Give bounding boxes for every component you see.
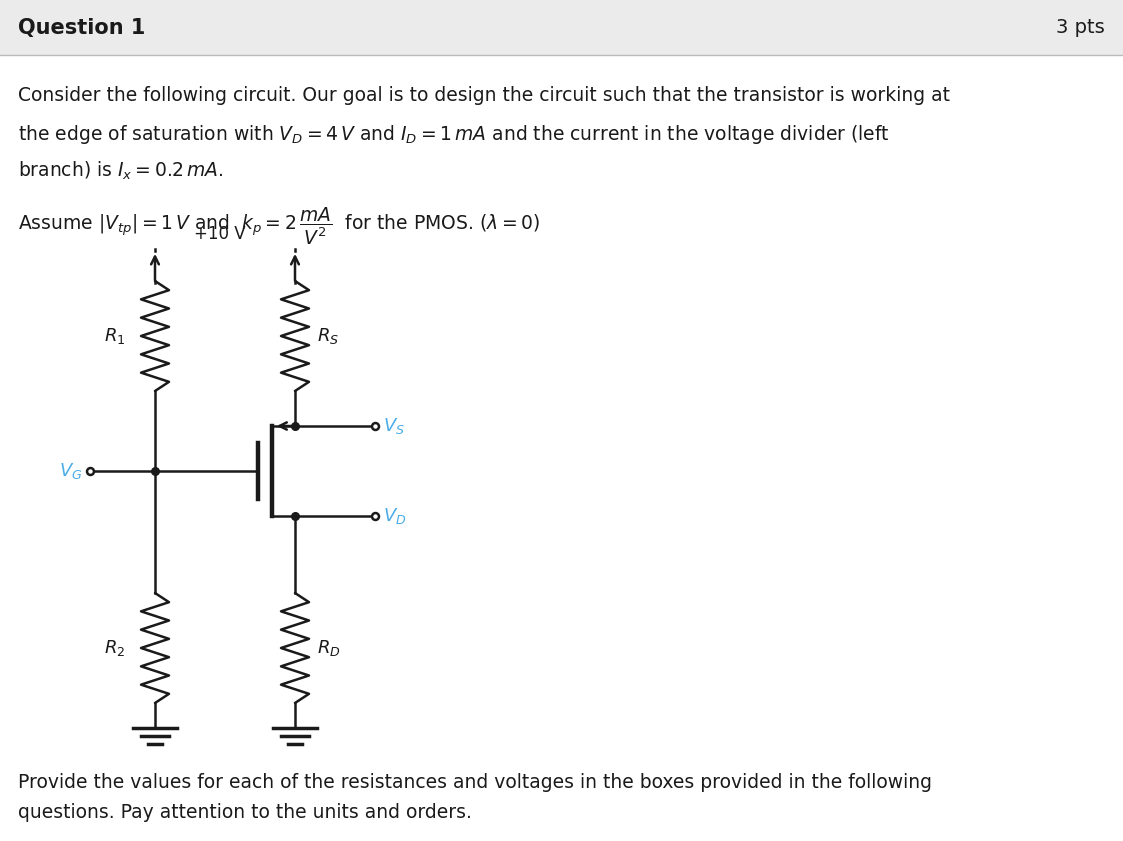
Text: Consider the following circuit. Our goal is to design the circuit such that the : Consider the following circuit. Our goal… — [18, 86, 950, 105]
Text: Question 1: Question 1 — [18, 18, 145, 38]
Text: branch) is $I_x = 0.2\,mA.$: branch) is $I_x = 0.2\,mA.$ — [18, 160, 223, 182]
Text: $R_S$: $R_S$ — [317, 326, 339, 346]
Text: $R_D$: $R_D$ — [317, 638, 340, 658]
Bar — [0, 0, 1123, 55]
Text: 3 pts: 3 pts — [1057, 18, 1105, 37]
Text: +10 V: +10 V — [194, 225, 246, 243]
Text: $V_S$: $V_S$ — [383, 416, 405, 436]
Text: questions. Pay attention to the units and orders.: questions. Pay attention to the units an… — [18, 803, 472, 822]
Text: Provide the values for each of the resistances and voltages in the boxes provide: Provide the values for each of the resis… — [18, 773, 932, 792]
Text: $R_2$: $R_2$ — [103, 638, 125, 658]
Text: $R_1$: $R_1$ — [103, 326, 125, 346]
Text: $V_G$: $V_G$ — [58, 461, 82, 481]
Text: Assume $|V_{tp}| = 1\,V$ and  $k_p = 2\,\dfrac{mA}{V^2}$  for the PMOS. ($\lambd: Assume $|V_{tp}| = 1\,V$ and $k_p = 2\,\… — [18, 206, 540, 247]
Text: $V_D$: $V_D$ — [383, 506, 407, 526]
Text: the edge of saturation with $V_D = 4\,V$ and $I_D = 1\,mA$ and the current in th: the edge of saturation with $V_D = 4\,V$… — [18, 123, 889, 146]
